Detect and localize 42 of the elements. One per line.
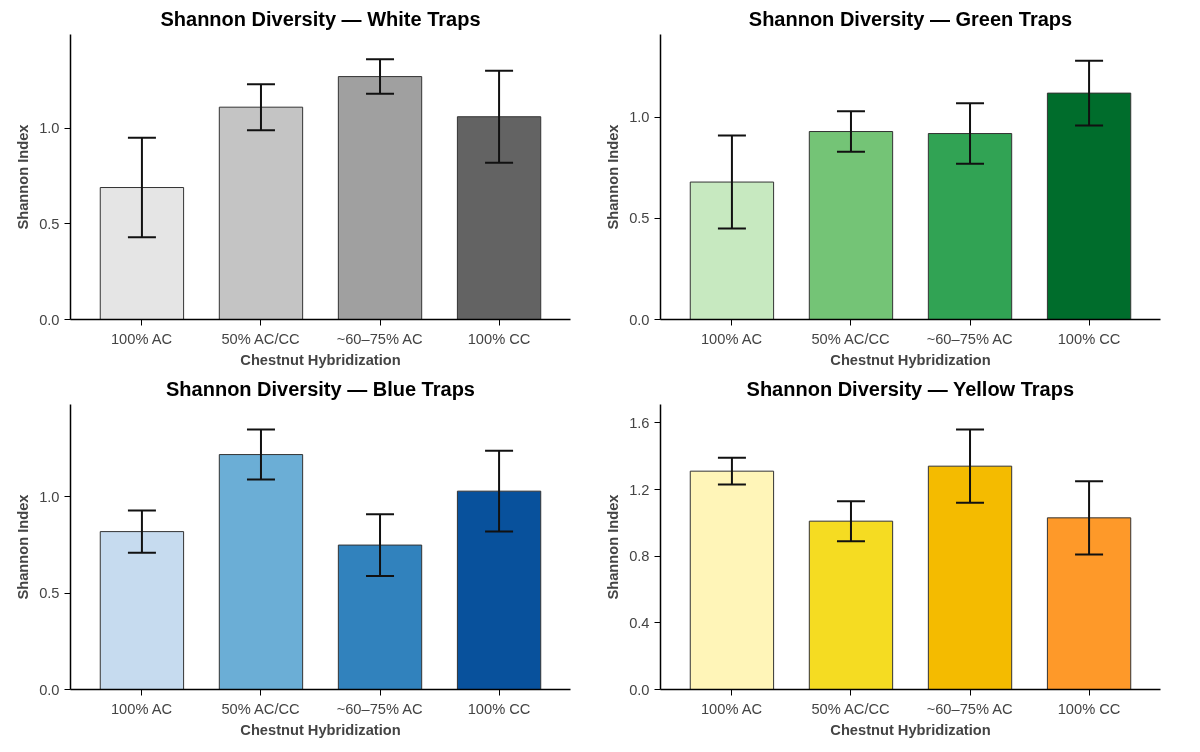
y-axis-title: Shannon Index [15,123,32,230]
x-tick-label: ~60–75% AC [336,330,424,347]
x-axis-title: Chestnut Hybridization [240,721,401,738]
chart-title: Shannon Diversity — Blue Traps [166,377,475,400]
y-tick-label: 1.0 [629,109,650,126]
y-tick-label: 0.8 [629,548,650,565]
y-tick-label: 1.0 [39,488,60,505]
y-tick-label: 1.0 [39,120,60,137]
x-tick-label: 50% AC/CC [221,700,301,717]
x-axis-title: Chestnut Hybridization [830,351,991,368]
x-tick-label: 100% CC [1057,700,1121,717]
y-tick-label: 1.2 [629,481,650,498]
y-tick-label: 0.0 [629,681,650,698]
y-axis-title: Shannon Index [605,493,622,600]
x-tick-label: 100% CC [467,330,531,347]
x-axis-title: Chestnut Hybridization [240,351,401,368]
y-tick-label: 1.6 [629,414,650,431]
chart-title: Shannon Diversity — Green Traps [748,7,1073,30]
x-tick-label: 100% AC [700,330,763,347]
x-tick-label: 50% AC/CC [221,330,301,347]
y-tick-label: 0.5 [629,210,650,227]
x-tick-label: 50% AC/CC [811,700,891,717]
y-tick-label: 0.0 [39,311,60,328]
y-tick-label: 0.5 [39,585,60,602]
x-tick-label: ~60–75% AC [336,700,424,717]
x-tick-label: 50% AC/CC [811,330,891,347]
y-tick-label: 0.4 [629,614,650,631]
x-tick-label: ~60–75% AC [926,700,1014,717]
y-tick-label: 0.5 [39,215,60,232]
x-axis-title: Chestnut Hybridization [830,721,991,738]
y-tick-label: 0.0 [39,681,60,698]
chart-title: Shannon Diversity — Yellow Traps [746,377,1075,400]
x-tick-label: 100% CC [1057,330,1121,347]
x-tick-label: 100% CC [467,700,531,717]
y-tick-label: 0.0 [629,311,650,328]
x-tick-label: 100% AC [110,330,173,347]
y-axis-title: Shannon Index [15,493,32,600]
x-tick-label: 100% AC [700,700,763,717]
x-tick-label: ~60–75% AC [926,330,1014,347]
chart-title: Shannon Diversity — White Traps [160,7,481,30]
y-axis-title: Shannon Index [605,123,622,230]
x-tick-label: 100% AC [110,700,173,717]
